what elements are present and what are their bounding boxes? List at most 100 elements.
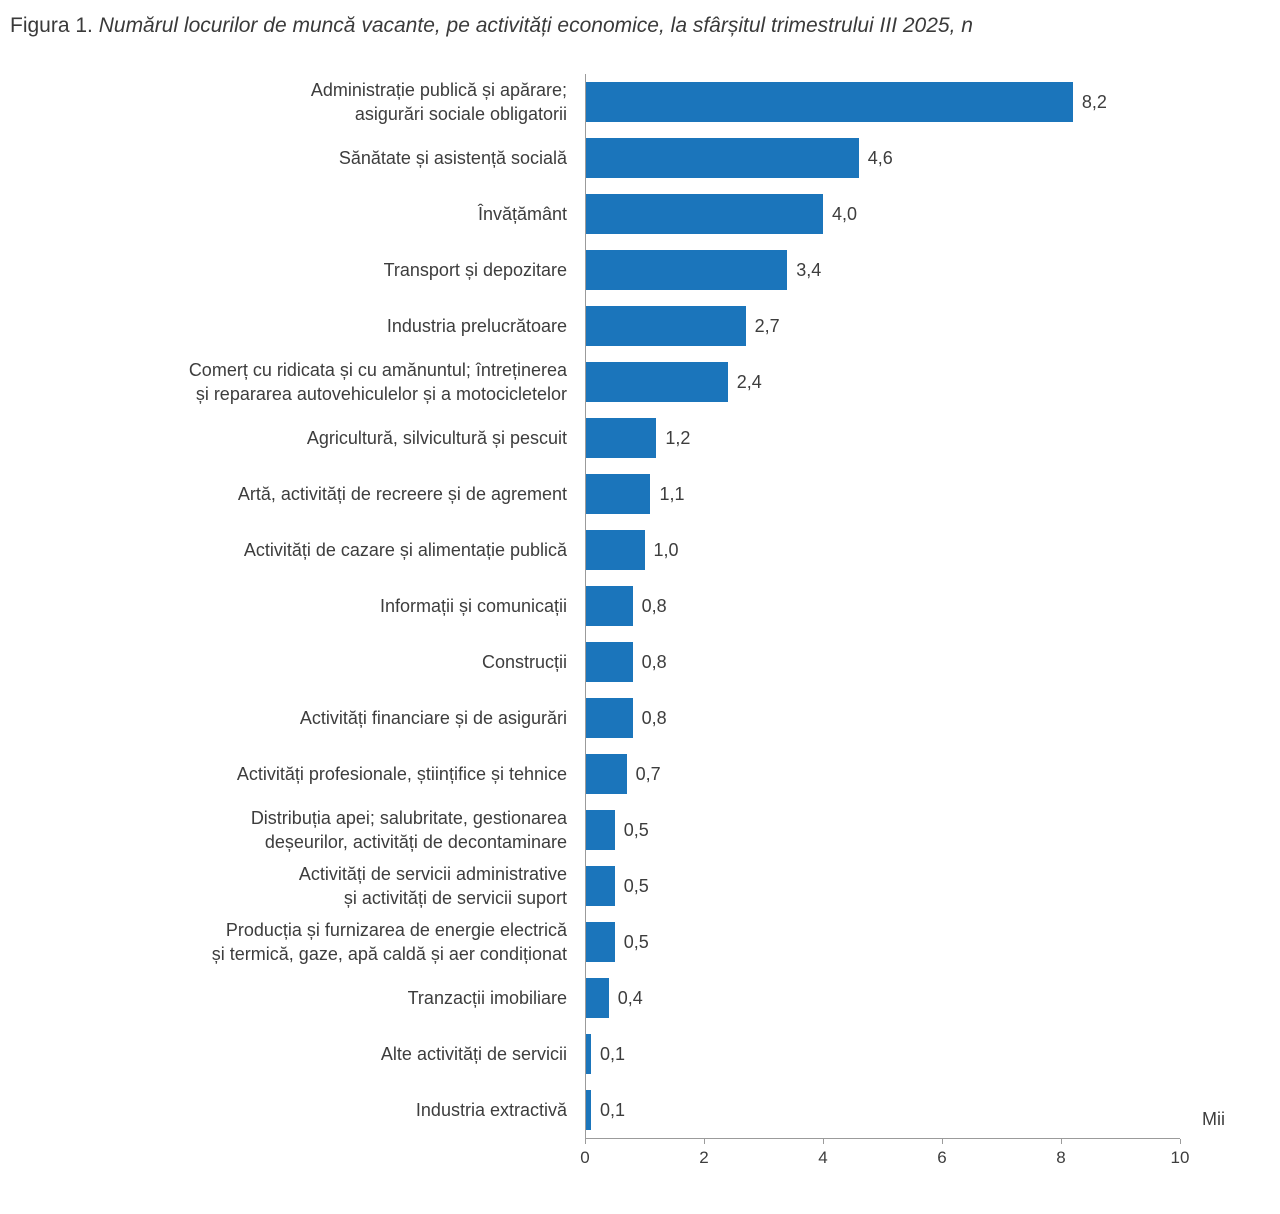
bar-row: Producția și furnizarea de energie elect… [0, 914, 1280, 970]
y-axis-line [585, 74, 586, 1139]
bar [585, 362, 728, 402]
x-axis-unit-label: Mii [1202, 1109, 1225, 1129]
value-label: 1,2 [665, 427, 691, 448]
bar-plot-area: 1,2 [585, 410, 1180, 466]
bar [585, 978, 609, 1018]
bar-plot-area: 4,6 [585, 130, 1180, 186]
bar-plot-area: 0,4 [585, 970, 1180, 1026]
bar-plot-area: 0,1 [585, 1026, 1180, 1082]
bar-plot-area: 0,8 [585, 634, 1180, 690]
value-label: 0,8 [641, 595, 667, 616]
bar-plot-area: 3,4 [585, 242, 1180, 298]
bar-plot-area: 2,4 [585, 354, 1180, 410]
category-label: Transport și depozitare [383, 259, 567, 280]
figure-title: Figura 1. Numărul locurilor de muncă vac… [0, 0, 1280, 38]
value-label: 0,4 [617, 987, 643, 1008]
bar-rows: Administrație publică și apărare; asigură… [0, 74, 1280, 1138]
value-label: 0,5 [623, 819, 649, 840]
category-label: Producția și furnizarea de energie elect… [211, 919, 567, 964]
x-axis-tickmark [1061, 1139, 1062, 1144]
x-axis-tick-label: 4 [818, 1148, 828, 1167]
bar [585, 474, 651, 514]
bar-plot-area: 1,0 [585, 522, 1180, 578]
bar [585, 698, 633, 738]
x-axis-tick-label: 6 [937, 1148, 947, 1167]
bar-row: Artă, activități de recreere și de agrem… [0, 466, 1280, 522]
category-label: Activități de cazare și alimentație publ… [243, 539, 567, 560]
value-label: 2,7 [754, 315, 780, 336]
value-label: 4,6 [867, 147, 893, 168]
bar-row: Activități financiare și de asigurări 0,8 [0, 690, 1280, 746]
bar-row: Distribuția apei; salubritate, gestionar… [0, 802, 1280, 858]
x-axis-tick-label: 0 [580, 1148, 590, 1167]
bar-row: Agricultură, silvicultură și pescuit 1,2 [0, 410, 1280, 466]
bar-row: Construcții 0,8 [0, 634, 1280, 690]
figure-number: Figura 1. [10, 14, 99, 37]
category-label: Agricultură, silvicultură și pescuit [306, 427, 567, 448]
bar [585, 194, 823, 234]
bar [585, 754, 627, 794]
bar-plot-area: 1,1 [585, 466, 1180, 522]
value-label: 8,2 [1081, 91, 1107, 112]
bar [585, 82, 1073, 122]
x-axis-tickmark [942, 1139, 943, 1144]
bar-row: Activități de cazare și alimentație publ… [0, 522, 1280, 578]
bar [585, 418, 657, 458]
category-label: Informații și comunicații [379, 595, 567, 616]
bar [585, 306, 746, 346]
x-axis-tick-label: 2 [699, 1148, 709, 1167]
bar-row: Alte activități de servicii 0,1 [0, 1026, 1280, 1082]
category-label: Învățământ [477, 203, 567, 224]
category-label: Tranzacții imobiliare [407, 987, 567, 1008]
category-label: Comerț cu ridicata și cu amănuntul; într… [188, 359, 567, 404]
category-label: Industria prelucrătoare [386, 315, 567, 336]
bar-plot-area: 0,8 [585, 690, 1180, 746]
category-label: Alte activități de servicii [380, 1043, 567, 1064]
bar-row: Învățământ 4,0 [0, 186, 1280, 242]
bar-plot-area: 0,7 [585, 746, 1180, 802]
bar-plot-area: 0,5 [585, 802, 1180, 858]
bar [585, 530, 645, 570]
bar-plot-area: 0,5 [585, 914, 1180, 970]
bar [585, 1090, 591, 1130]
value-label: 0,8 [641, 651, 667, 672]
value-label: 0,7 [635, 763, 661, 784]
bar [585, 1034, 591, 1074]
bar-row: Transport și depozitare 3,4 [0, 242, 1280, 298]
value-label: 0,1 [599, 1099, 625, 1120]
category-label: Administrație publică și apărare; asigură… [310, 79, 567, 124]
value-label: 0,8 [641, 707, 667, 728]
category-label: Industria extractivă [415, 1099, 567, 1120]
x-axis-tickmark [585, 1139, 586, 1144]
bar-plot-area: 0,5 [585, 858, 1180, 914]
category-label: Construcții [481, 651, 567, 672]
bar [585, 250, 788, 290]
x-axis-tickmark [823, 1139, 824, 1144]
bar-row: Tranzacții imobiliare 0,4 [0, 970, 1280, 1026]
x-axis-tick-label: 10 [1170, 1148, 1190, 1167]
bar-plot-area: 0,8 [585, 578, 1180, 634]
bar-plot-area: 8,2 [585, 74, 1180, 130]
value-label: 4,0 [832, 203, 858, 224]
value-label: 3,4 [796, 259, 822, 280]
bar [585, 922, 615, 962]
x-axis-tickmark [704, 1139, 705, 1144]
figure-title-text: Numărul locurilor de muncă vacante, pe a… [98, 14, 973, 37]
value-label: 1,1 [659, 483, 685, 504]
bar-row: Comerț cu ridicata și cu amănuntul; într… [0, 354, 1280, 410]
bar-row: Sănătate și asistență socială 4,6 [0, 130, 1280, 186]
bar [585, 138, 859, 178]
bar-row: Administrație publică și apărare; asigură… [0, 74, 1280, 130]
bar [585, 642, 633, 682]
category-label: Activități profesionale, științifice și … [236, 763, 567, 784]
bar-plot-area: 2,7 [585, 298, 1180, 354]
category-label: Distribuția apei; salubritate, gestionar… [250, 807, 567, 852]
bar-row: Industria extractivă 0,1 [0, 1082, 1280, 1138]
value-label: 0,5 [623, 875, 649, 896]
x-axis-tickmark [1180, 1139, 1181, 1144]
bar-row: Informații și comunicații 0,8 [0, 578, 1280, 634]
bar-row: Activități de servicii administrative și … [0, 858, 1280, 914]
x-axis: Mii 0 2 4 6 8 10 [580, 1109, 1225, 1173]
value-label: 2,4 [736, 371, 762, 392]
bar-row: Activități profesionale, științifice și … [0, 746, 1280, 802]
